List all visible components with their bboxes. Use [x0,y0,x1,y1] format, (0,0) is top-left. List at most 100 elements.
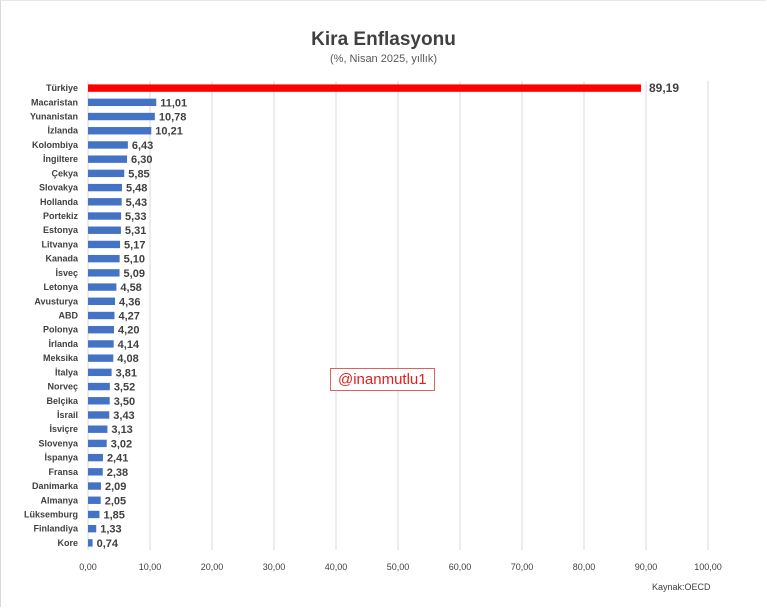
value-label: 5,48 [126,183,147,195]
x-tick-label: 60,00 [449,562,472,572]
category-label: Kore [57,538,78,548]
value-label: 2,38 [107,467,128,479]
bar [88,169,125,178]
category-label: İsrail [57,410,78,420]
value-label: 3,43 [113,410,134,422]
bar [88,411,110,419]
x-tick-label: 50,00 [387,562,410,572]
value-label: 6,30 [131,154,152,166]
category-label: Türkiye [46,83,78,93]
category-label: Danimarka [32,481,79,491]
category-label: Finlandiya [33,524,79,534]
bar [88,212,122,220]
bar [88,311,115,320]
x-tick-label: 40,00 [325,562,348,572]
value-label: 3,02 [111,438,132,450]
x-tick-label: 80,00 [573,562,596,572]
bar [88,354,114,362]
bar [88,98,157,107]
bar [88,183,122,192]
value-label: 5,43 [126,197,147,209]
x-tick-label: 0,00 [79,562,97,572]
category-label: Letonya [43,282,79,292]
bar [88,524,97,533]
bar [88,127,152,135]
value-label: 5,09 [124,268,145,280]
watermark-label: @inanmutlu1 [330,368,435,391]
bar [88,425,108,433]
value-label: 3,52 [114,382,135,394]
bar [88,482,101,490]
bar [88,254,120,263]
category-label: İzlanda [47,126,79,136]
value-label: 10,78 [159,112,187,124]
x-tick-label: 90,00 [635,562,658,572]
value-label: 2,05 [105,495,126,507]
bar [88,439,107,448]
x-tick-label: 100,00 [694,562,722,572]
category-label: Lüksemburg [24,509,78,519]
bar [88,326,115,334]
value-label: 5,10 [124,254,145,266]
value-label: 5,31 [125,225,146,237]
category-label: Belçika [46,396,79,406]
bar [88,368,112,377]
category-label: Macaristan [31,97,78,107]
x-tick-label: 30,00 [263,562,286,572]
value-label: 6,43 [132,140,153,152]
category-label: Avusturya [34,296,79,306]
category-label: Estonya [43,225,79,235]
category-label: Kolombiya [32,140,79,150]
bar [88,453,103,462]
bar [88,155,128,163]
category-label: İngiltere [43,154,78,164]
category-label: Meksika [43,353,79,363]
bar [88,269,120,277]
category-label: Slovakya [39,183,79,193]
bar [88,141,128,149]
value-label: 0,74 [97,538,119,550]
bar [88,468,103,476]
x-tick-label: 10,00 [139,562,162,572]
value-label: 4,58 [120,282,141,294]
value-label: 1,33 [100,524,121,536]
value-label: 4,27 [118,311,139,323]
category-label: Norveç [47,382,78,392]
value-label: 4,36 [119,296,140,308]
category-label: İtalya [55,367,79,377]
bar [88,198,122,206]
chart-subtitle: (%, Nisan 2025, yıllık) [330,53,437,65]
value-label: 3,81 [116,367,137,379]
x-tick-label: 20,00 [201,562,224,572]
bar [88,283,117,291]
category-label: Yunanistan [30,112,78,122]
value-label: 10,21 [155,126,183,138]
x-tick-label: 70,00 [511,562,534,572]
category-label: Polonya [43,325,79,335]
category-label: Slovenya [38,438,79,448]
value-label: 89,19 [649,81,679,95]
value-label: 5,17 [124,239,145,251]
category-label: İspanya [44,453,79,463]
category-label: İsviçre [49,424,78,434]
category-label: Kanada [45,254,79,264]
category-label: Portekiz [43,211,79,221]
value-label: 3,13 [111,424,132,436]
bar [88,112,155,121]
value-label: 1,85 [103,509,124,521]
bar [88,510,100,519]
bar [88,297,116,305]
value-label: 2,09 [105,481,126,493]
category-label: Almanya [40,495,79,505]
value-label: 4,08 [117,353,138,365]
category-label: Litvanya [41,239,79,249]
bar [88,340,114,348]
category-label: İrlanda [48,339,79,349]
category-label: İsveç [55,268,78,278]
value-label: 2,41 [107,453,128,465]
category-label: Çekya [51,168,79,178]
value-label: 4,14 [118,339,140,351]
source-label: Kaynak:OECD [652,582,711,592]
